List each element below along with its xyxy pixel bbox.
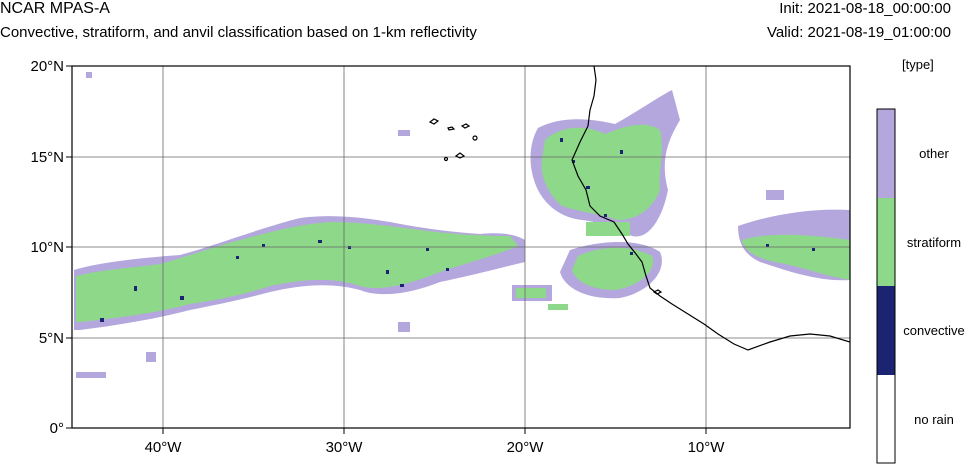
lat-label-20n: 20°N [30,58,64,75]
colorbar-units: [type] [902,57,934,72]
colorbar-label-other: other [919,146,949,161]
lon-label-30w: 30°W [326,439,364,456]
colorbar: other stratiform convective no rain [876,108,965,464]
colorbar-frame [876,108,896,464]
colorbar-label-stratiform: stratiform [907,235,961,250]
colorbar-label-convective: convective [903,323,964,338]
colorbar-label-no-rain: no rain [914,412,954,427]
convective-cells [100,138,815,322]
map-subtitle: Convective, stratiform, and anvil classi… [0,24,477,41]
colorbar-swatch-stratiform [877,198,895,286]
lon-label-20w: 20°W [507,439,545,456]
valid-time: Valid: 2021-08-19_01:00:00 [766,24,951,41]
anvil-regions [74,72,850,378]
colorbar-swatch-no-rain [877,375,895,463]
map-title: NCAR MPAS-A [0,0,110,17]
lat-label-5n: 5°N [39,330,64,347]
coastline [428,66,850,351]
lon-label-10w: 10°W [688,439,726,456]
precip-field [74,72,850,378]
tick-marks [66,65,707,434]
lat-label-15n: 15°N [30,149,64,166]
stratiform-regions [76,124,850,322]
colorbar-swatch-other [877,109,895,198]
lat-label-10n: 10°N [30,239,64,256]
grid-lines [72,66,850,428]
init-time: Init: 2021-08-18_00:00:00 [779,0,951,17]
colorbar-swatch-convective [877,286,895,375]
lat-label-0: 0° [50,420,64,437]
lon-label-40w: 40°W [145,439,183,456]
